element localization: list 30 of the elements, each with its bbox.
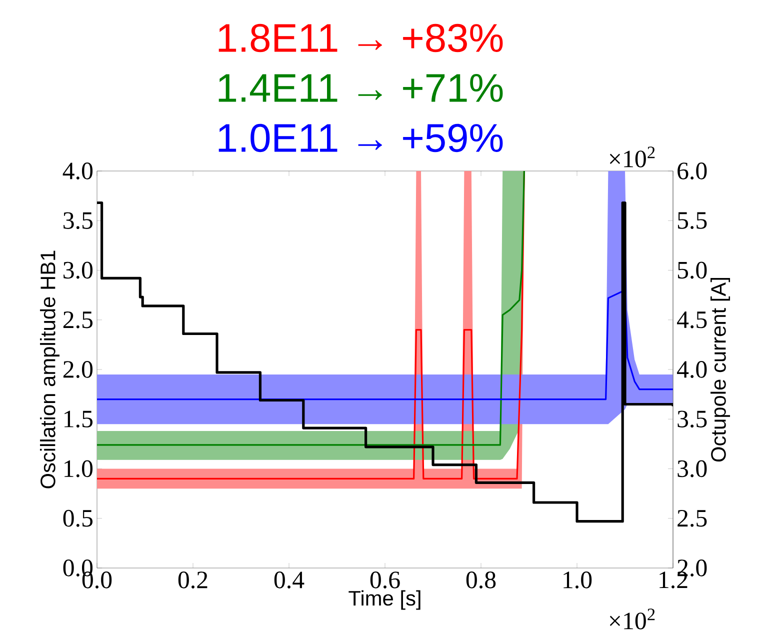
y2-tick-label: 5.0 [678, 262, 707, 279]
y2-axis-title: Octupole current [A] [710, 278, 730, 462]
y2-tick-label: 4.5 [677, 312, 707, 328]
y-axis-title: Oscillation amplitude HB1 [40, 250, 60, 488]
y-tick-label: 2.5 [63, 311, 93, 328]
y2-tick-label: 2.5 [678, 510, 707, 527]
y-tick-label: 2.0 [63, 361, 93, 378]
text: ×10$^{2}$ [610, 608, 655, 630]
series-label: 1.4E11 → +71% [218, 74, 503, 102]
y-tick-label: 0.5 [63, 510, 93, 527]
text: 1.0E11 → +59% [218, 124, 503, 152]
y-tick-label: 1.0 [64, 460, 93, 478]
y-tick-label: 4.0 [62, 162, 93, 180]
x-tick-label: 0.2 [178, 572, 208, 588]
x-tick-label: 1.0 [564, 572, 592, 588]
text: 1.8E11 → +83% [218, 24, 503, 52]
line-series [97, 289, 674, 400]
x-tick-label: 0.6 [370, 572, 400, 588]
y2-tick-label: 4.0 [677, 361, 707, 378]
x-tick-label: 0.8 [466, 572, 496, 588]
x-axis-title: Time [s] [348, 590, 420, 610]
y-tick-label: 3.5 [64, 212, 93, 230]
y-tick-label: 1.5 [64, 410, 93, 428]
text: ×10$^{2}$ [610, 146, 655, 168]
x-tick-label: 0.4 [274, 572, 304, 588]
y-tick-label: 3.0 [64, 262, 93, 279]
y2-tick-label: 6.0 [678, 162, 707, 180]
y2-tick-label: 3.5 [678, 410, 707, 428]
y2-tick-label: 3.0 [678, 460, 707, 478]
y2-tick-label: 5.5 [678, 212, 707, 229]
